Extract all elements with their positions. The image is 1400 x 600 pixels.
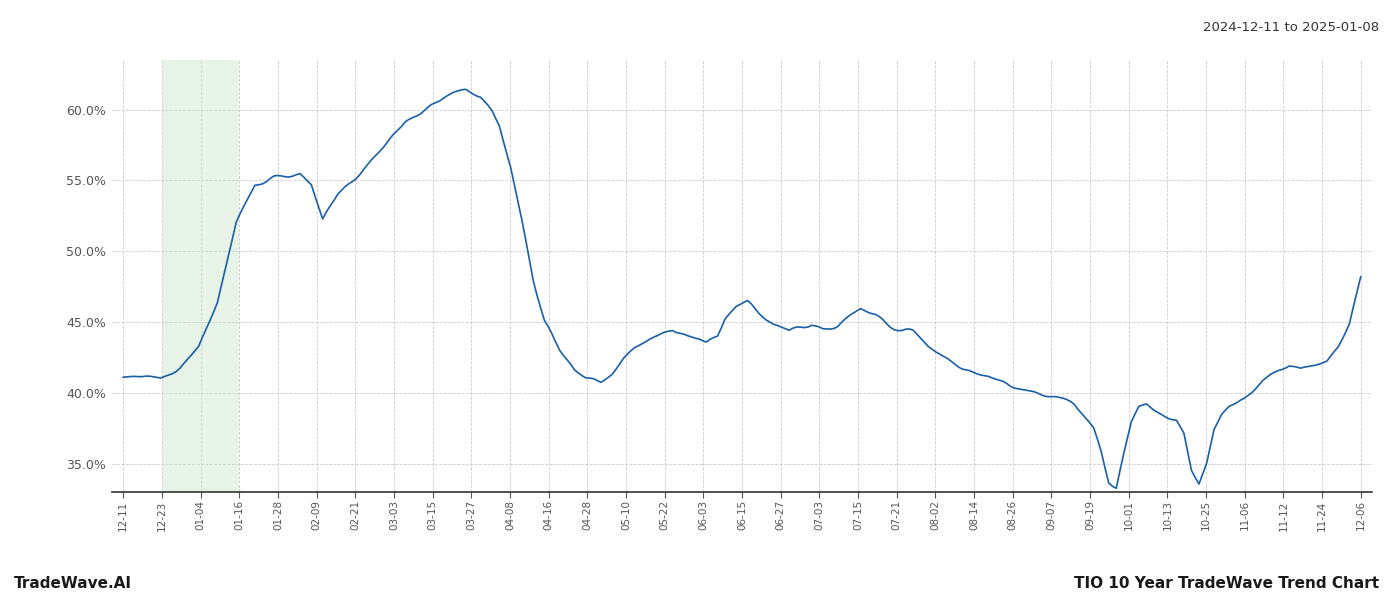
Text: TradeWave.AI: TradeWave.AI [14,576,132,591]
Text: 2024-12-11 to 2025-01-08: 2024-12-11 to 2025-01-08 [1203,21,1379,34]
Bar [162,60,239,492]
Text: TIO 10 Year TradeWave Trend Chart: TIO 10 Year TradeWave Trend Chart [1074,576,1379,591]
